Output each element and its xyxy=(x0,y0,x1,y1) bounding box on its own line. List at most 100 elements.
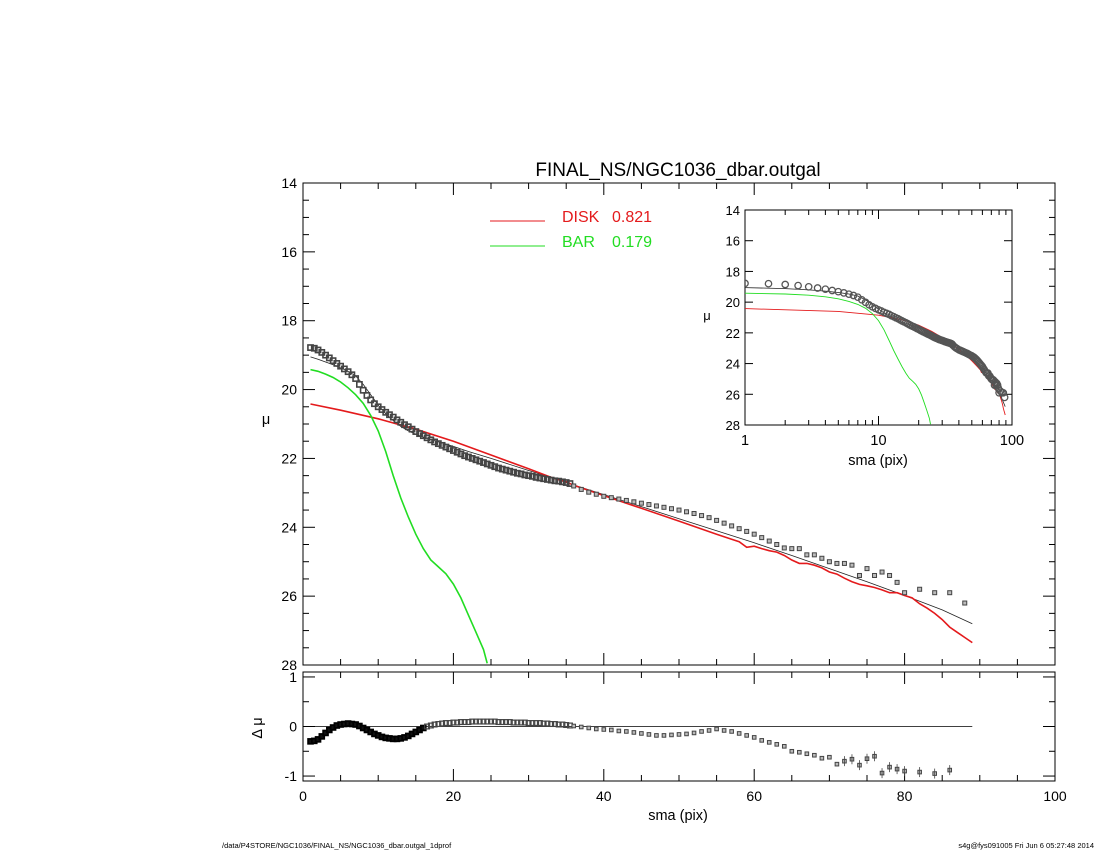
observed-point xyxy=(498,465,506,473)
legend-bar-name: BAR xyxy=(562,234,595,251)
inset-observed-point xyxy=(993,381,1002,389)
observed-point xyxy=(442,443,450,451)
inset-plot-frame xyxy=(744,209,1013,426)
residual-point xyxy=(499,719,506,726)
legend-disk-value: 0.821 xyxy=(612,209,652,226)
observed-point xyxy=(571,483,577,489)
residual-point xyxy=(469,718,476,725)
observed-point xyxy=(706,515,712,521)
observed-point xyxy=(691,511,697,517)
observed-point xyxy=(736,526,742,532)
residual-axis-ticks: 10-10 20 40 60 80 100 xyxy=(285,669,1067,804)
observed-point xyxy=(781,545,787,551)
observed-point xyxy=(359,386,367,394)
observed-point xyxy=(513,469,521,477)
observed-point xyxy=(887,572,893,578)
residual-point xyxy=(601,727,607,732)
observed-point xyxy=(789,546,795,552)
residual-point xyxy=(484,718,491,725)
residual-point xyxy=(819,755,825,761)
observed-point xyxy=(517,470,525,478)
residual-point xyxy=(631,730,637,735)
observed-point xyxy=(547,476,555,484)
main-x-axis-label: sma (pix) xyxy=(648,808,708,824)
observed-point xyxy=(932,590,938,596)
main-y-tick-label: 22 xyxy=(281,450,297,466)
observed-point xyxy=(536,474,544,482)
observed-point xyxy=(608,495,614,501)
inset-observed-point xyxy=(813,284,822,292)
residual-point xyxy=(559,721,566,728)
observed-point xyxy=(586,489,592,495)
observed-point xyxy=(472,456,480,464)
main-y-tick-label: 24 xyxy=(281,519,297,535)
observed-point xyxy=(623,497,629,503)
inset-x-tick-label: 10 xyxy=(870,433,886,449)
observed-point xyxy=(495,464,502,472)
x-tick-label: 80 xyxy=(897,788,913,804)
inset-axis-ticks: 14 16 18 20 22 24 26 281 10 100 xyxy=(726,203,1025,449)
residual-point xyxy=(446,720,453,727)
residual-point xyxy=(457,719,464,726)
observed-point xyxy=(543,476,551,483)
residual-point xyxy=(578,724,584,730)
inset-observed-point xyxy=(849,291,858,300)
main-y-axis-label: μ xyxy=(262,412,270,428)
residual-point xyxy=(669,732,674,738)
inset-y-tick-label: 22 xyxy=(726,326,740,341)
residual-point xyxy=(804,751,810,757)
inset-y-tick-label: 20 xyxy=(726,295,740,310)
observed-point xyxy=(796,546,802,552)
residual-point xyxy=(797,749,802,755)
x-tick-label: 0 xyxy=(299,788,307,804)
residual-point xyxy=(514,719,521,726)
footer-timestamp: s4g@fys091005 Fri Jun 6 05:27:48 2014 xyxy=(958,841,1094,850)
observed-point xyxy=(476,457,484,465)
observed-point xyxy=(744,528,750,534)
observed-point xyxy=(819,555,825,561)
residual-point xyxy=(536,720,543,727)
observed-point xyxy=(502,466,510,474)
observed-point xyxy=(468,455,476,462)
residual-point xyxy=(435,721,442,728)
observed-point xyxy=(483,460,491,468)
inset-points xyxy=(745,279,1009,402)
residual-point xyxy=(827,754,832,760)
residual-point xyxy=(439,720,446,727)
observed-point xyxy=(947,590,953,596)
observed-point xyxy=(510,468,517,476)
x-tick-label: 40 xyxy=(596,788,612,804)
residual-point xyxy=(506,719,513,726)
residual-point xyxy=(721,728,727,733)
residual-point xyxy=(491,718,498,725)
observed-point xyxy=(559,478,566,486)
observed-point xyxy=(465,453,472,461)
inset-y-tick-label: 14 xyxy=(726,203,740,218)
observed-point xyxy=(348,371,356,379)
legend: DISK 0.821 BAR 0.179 xyxy=(490,209,652,251)
observed-point xyxy=(751,531,757,537)
residual-point xyxy=(495,719,502,726)
observed-point xyxy=(962,600,968,606)
observed-point xyxy=(521,471,529,479)
residual-point xyxy=(684,731,689,737)
residual-point xyxy=(563,722,570,729)
inset-y-tick-label: 26 xyxy=(726,387,740,402)
main-y-tick-label: 16 xyxy=(281,244,297,260)
residual-point xyxy=(318,733,326,740)
residual-y-tick-label: -1 xyxy=(285,768,298,784)
observed-point xyxy=(446,445,454,453)
inset-y-tick-label: 28 xyxy=(726,418,740,433)
residual-point xyxy=(774,742,780,747)
series-line-bar xyxy=(310,368,488,664)
observed-point xyxy=(661,504,667,510)
residual-point xyxy=(639,731,644,736)
main-profile-panel: FINAL_NS/NGC1036_dbar.outgal 14 16 18 20 22 2… xyxy=(262,160,1056,673)
residual-panel: 10-10 20 40 60 80 100 Δ μ sma (pix) xyxy=(250,669,1067,824)
observed-point xyxy=(872,572,878,578)
residual-point xyxy=(624,729,629,734)
residual-point xyxy=(812,752,817,758)
observed-point xyxy=(804,552,810,558)
residual-y-axis-label: Δ μ xyxy=(250,717,266,738)
